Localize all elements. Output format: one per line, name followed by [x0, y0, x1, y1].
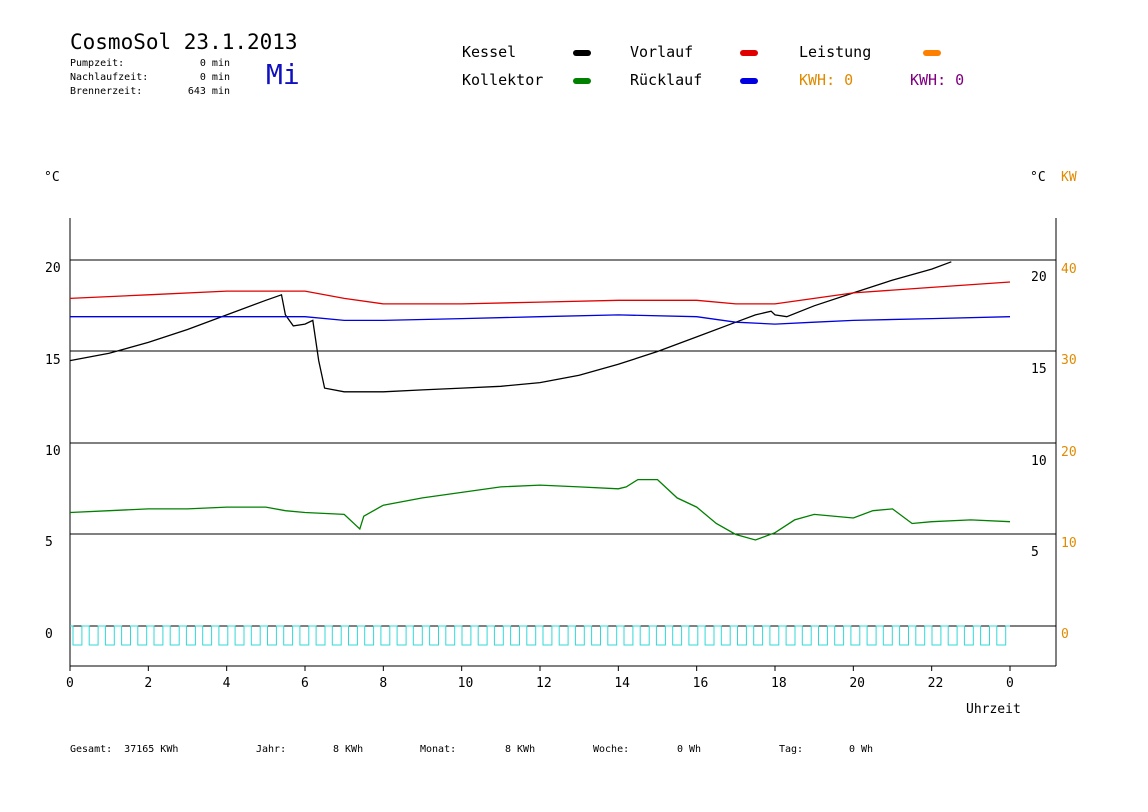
- series-line-rcklauf: [70, 314, 1011, 325]
- x-tick-label: 2: [144, 676, 153, 691]
- y-tick-left: 5: [45, 535, 53, 550]
- footer-jahr-value: 8 KWh: [333, 744, 364, 755]
- y-tick-left: 10: [45, 444, 61, 459]
- stat-label: Brennerzeit:: [70, 86, 143, 97]
- y-tick-kw: 40: [1061, 262, 1077, 277]
- y-tick-right: 20: [1031, 270, 1047, 285]
- y-tick-kw: 20: [1061, 445, 1077, 460]
- legend-leistung-label: Leistung: [799, 43, 872, 61]
- x-tick-label: 12: [536, 676, 552, 691]
- legend-ruecklauf-swatch: [740, 78, 758, 84]
- series-line-kessel: [69, 261, 952, 393]
- legend-kessel-label: Kessel: [462, 43, 517, 61]
- y-tick-right: 10: [1031, 454, 1047, 469]
- x-tick-label: 16: [692, 676, 709, 691]
- chart-title: CosmoSol 23.1.2013: [70, 30, 298, 54]
- stat-value: 0 min: [199, 58, 230, 69]
- footer-tag-value: 0 Wh: [849, 744, 874, 755]
- y-tick-left: 0: [45, 627, 53, 642]
- x-tick-label: 4: [222, 676, 231, 691]
- x-tick-label: 6: [301, 676, 309, 691]
- footer-monat-value: 8 KWh: [505, 744, 536, 755]
- stat-label: Pumpzeit:: [70, 58, 125, 69]
- stat-label: Nachlaufzeit:: [70, 72, 149, 83]
- y-tick-left: 15: [45, 353, 61, 368]
- y-tick-kw: 10: [1061, 536, 1077, 551]
- x-tick-label: 18: [771, 676, 787, 691]
- legend-kwh-purple: KWH: 0: [910, 71, 965, 89]
- y-tick-right: 15: [1031, 362, 1047, 377]
- legend-ruecklauf-label: Rücklauf: [630, 71, 703, 89]
- legend-vorlauf-label: Vorlauf: [630, 43, 694, 61]
- legend-vorlauf-swatch: [740, 50, 758, 56]
- x-tick-label: 14: [614, 676, 630, 691]
- stat-nachlaufzeit: Nachlaufzeit: 0 min: [70, 72, 230, 83]
- y-tick-kw: 0: [1061, 627, 1069, 642]
- footer-woche-label: Woche:: [593, 744, 630, 755]
- legend-kwh-orange: KWH: 0: [799, 71, 854, 89]
- weekday-label: Mi: [266, 58, 300, 91]
- legend-kollektor-swatch: [573, 78, 591, 84]
- series-line-vorlauf: [69, 281, 1011, 305]
- y-unit-right: °C: [1030, 170, 1046, 185]
- legend-kessel-swatch: [573, 50, 591, 56]
- legend-leistung-swatch: [923, 50, 941, 56]
- legend-kollektor-label: Kollektor: [462, 71, 544, 89]
- x-tick-label: 8: [379, 676, 388, 691]
- y-unit-left: °C: [44, 170, 60, 185]
- x-tick-label: 0: [1006, 676, 1014, 691]
- footer-monat-label: Monat:: [420, 744, 457, 755]
- footer-woche-value: 0 Wh: [677, 744, 702, 755]
- stat-pumpzeit: Pumpzeit: 0 min: [70, 58, 230, 69]
- y-tick-kw: 30: [1061, 353, 1077, 368]
- footer-gesamt: Gesamt: 37165 KWh: [70, 744, 179, 755]
- series-line-kollektor: [69, 478, 1011, 541]
- footer-tag-label: Tag:: [779, 744, 804, 755]
- y-tick-right: 5: [1031, 545, 1039, 560]
- x-tick-label: 22: [927, 676, 944, 691]
- x-axis-label: Uhrzeit: [966, 702, 1021, 717]
- stat-brennerzeit: Brennerzeit: 643 min: [70, 86, 230, 97]
- footer-jahr-label: Jahr:: [256, 744, 287, 755]
- stat-value: 643 min: [187, 86, 230, 97]
- pump-signal-line: [70, 625, 1010, 646]
- y-unit-kw: KW: [1061, 170, 1077, 185]
- stat-value: 0 min: [199, 72, 230, 83]
- x-tick-label: 10: [457, 676, 474, 691]
- x-tick-label: 0: [66, 676, 74, 691]
- y-tick-left: 20: [45, 261, 61, 276]
- x-tick-label: 20: [849, 676, 865, 691]
